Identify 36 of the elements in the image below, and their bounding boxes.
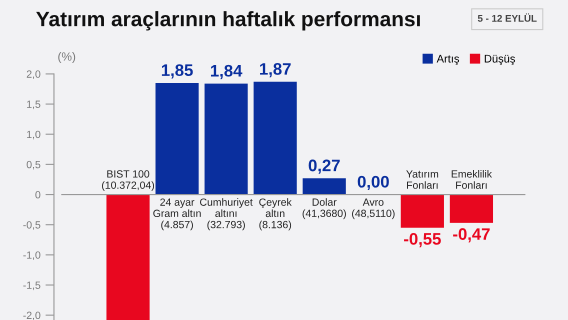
y-tick-label: -1,0: [23, 251, 40, 260]
x-tick-label: Emeklilik Fonları: [452, 170, 492, 189]
data-label: 0,27: [308, 160, 340, 174]
chart-title: Yatırım araçlarının haftalık performansı: [36, 11, 420, 31]
legend-label: Artış: [436, 54, 460, 65]
y-tick-label: -0,5: [23, 221, 40, 230]
data-label: 0,00: [358, 176, 389, 190]
bar: [254, 82, 297, 195]
y-tick-label: -2,0: [23, 312, 40, 320]
data-label: 1,85: [162, 64, 193, 78]
y-tick-label: -1,5: [23, 282, 40, 290]
data-label: -0,47: [453, 228, 490, 242]
y-tick-label: 2,0: [26, 70, 40, 80]
bar: [450, 194, 494, 223]
bar: [302, 178, 346, 195]
data-label: 1,87: [260, 63, 291, 78]
y-tick-label: 0,5: [26, 160, 40, 170]
x-tick-label: Dolar (41,3680): [302, 198, 346, 220]
bar: [156, 82, 199, 195]
bar: [400, 194, 444, 228]
legend-label: Düşüş: [484, 54, 515, 65]
chart-subtitle: 5 - 12 EYLÜL: [478, 13, 537, 22]
y-tick-label: 1,5: [27, 100, 40, 110]
bar: [106, 194, 150, 320]
x-tick-label: Çeyrek altın (8.136): [259, 198, 292, 230]
x-tick-label: Cumhuriyet altını (32.793): [200, 198, 253, 230]
data-label: -0,55: [404, 232, 441, 248]
y-tick-label: 1,0: [27, 130, 40, 140]
data-label: 1,84: [210, 64, 242, 80]
x-tick-label: BIST 100 (10.372,04): [102, 170, 154, 191]
bar: [204, 84, 248, 195]
x-tick-label: Avro (48,5110): [352, 198, 395, 220]
y-axis-title: (%): [58, 52, 76, 64]
x-tick-label: 24 ayar Gram altın (4.857): [153, 198, 201, 230]
x-tick-label: Yatırım Fonları: [406, 170, 438, 189]
y-tick-label: 0: [35, 191, 40, 198]
